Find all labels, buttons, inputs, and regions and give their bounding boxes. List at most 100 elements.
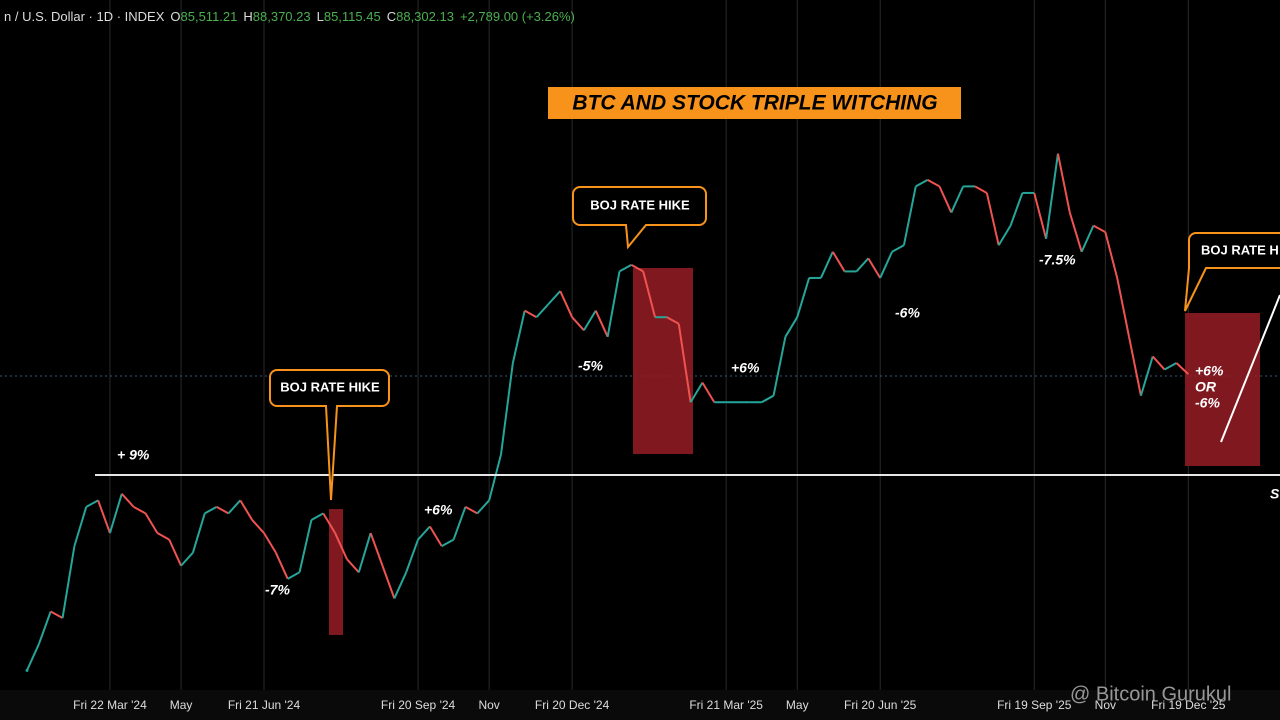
price-segment xyxy=(511,310,526,364)
price-segment xyxy=(666,316,680,325)
price-segment xyxy=(938,185,953,213)
header: n / U.S. Dollar · 1D · INDEX O85,511.21 H8… xyxy=(4,9,575,24)
price-segment xyxy=(915,178,929,188)
price-segment xyxy=(1009,192,1024,226)
price-segment xyxy=(251,519,265,534)
projection-line xyxy=(1220,294,1280,443)
symbol: n / U.S. Dollar · 1D · INDEX xyxy=(4,9,165,24)
price-segment xyxy=(701,382,716,403)
price-segment xyxy=(381,565,396,599)
price-segment xyxy=(867,257,882,279)
move-label: +6% xyxy=(424,502,453,518)
move-label: -6% xyxy=(895,305,920,321)
price-segment xyxy=(950,185,965,213)
price-segment xyxy=(571,316,585,331)
ohlc-value: 85,115.45 xyxy=(324,9,381,24)
price-segment xyxy=(464,505,478,515)
x-tick-label: Fri 22 Mar '24 xyxy=(73,698,147,712)
price-segment xyxy=(855,257,870,273)
title: BTC AND STOCK TRIPLE WITCHING xyxy=(572,92,937,115)
price-segment xyxy=(1104,231,1119,279)
ohlc-value: 88,370.23 xyxy=(253,9,311,24)
x-tick-label: Fri 19 Dec '25 xyxy=(1151,698,1226,712)
time-axis xyxy=(0,690,1280,720)
price-segment xyxy=(121,493,135,508)
price-segment xyxy=(287,571,301,580)
event-box xyxy=(633,268,693,454)
price-segment xyxy=(37,611,52,645)
price-segment xyxy=(642,271,657,318)
price-segment xyxy=(191,513,206,553)
price-segment xyxy=(559,290,574,318)
price-segment xyxy=(452,506,467,540)
outlook-label: -6% xyxy=(1195,395,1220,411)
move-label: -7.5% xyxy=(1039,252,1076,268)
price-segment xyxy=(133,505,146,515)
price-segment xyxy=(441,538,455,547)
price-segment xyxy=(298,519,313,573)
price-segment xyxy=(891,244,905,253)
time-axis-labels: Fri 22 Mar '24 May Fri 21 Jun '24 Fri 20 Se… xyxy=(73,698,1226,712)
price-segment xyxy=(1139,356,1154,396)
outlook-label: +6% xyxy=(1195,363,1224,379)
price-segment xyxy=(405,539,419,573)
price-segment xyxy=(156,532,170,541)
ohlc-key: H xyxy=(243,9,252,24)
price-segment xyxy=(274,552,289,580)
ohlc-key: C xyxy=(387,9,396,24)
price-segment xyxy=(535,303,550,318)
edge-text: S xyxy=(1270,486,1280,502)
price-segment xyxy=(334,532,348,560)
price-segment xyxy=(784,316,799,338)
price-segment xyxy=(1128,336,1142,396)
outlook-label: OR xyxy=(1195,379,1217,395)
price-segment xyxy=(73,506,88,547)
ohlc-key: L xyxy=(317,9,324,24)
x-tick-label: Fri 20 Sep '24 xyxy=(381,698,456,712)
price-segment xyxy=(204,505,218,515)
price-segment xyxy=(393,571,408,599)
price-segment xyxy=(108,493,123,534)
price-segment xyxy=(524,309,538,319)
price-segment xyxy=(26,643,40,671)
price-segment xyxy=(879,251,893,279)
price-segment xyxy=(630,264,644,273)
watermark: @ Bitcoin Gurukul xyxy=(1070,683,1231,705)
price-segment xyxy=(677,323,692,403)
price-segment xyxy=(227,499,242,515)
callout-text: BOJ RATE H xyxy=(1201,242,1279,257)
price-segment xyxy=(583,310,597,331)
price-segment xyxy=(1152,355,1166,371)
price-series xyxy=(25,153,1189,672)
price-segment xyxy=(985,192,1000,246)
x-tick-label: May xyxy=(170,698,193,712)
price-segment xyxy=(263,532,277,554)
price-segment xyxy=(429,525,443,547)
price-segment xyxy=(357,532,372,573)
x-tick-label: Nov xyxy=(478,698,499,712)
price-segment xyxy=(831,251,846,272)
price-segment xyxy=(761,394,775,404)
price-segment xyxy=(1164,362,1177,371)
price-segment xyxy=(1045,153,1059,239)
move-label: + 9% xyxy=(117,447,150,463)
x-tick-label: Fri 20 Dec '24 xyxy=(535,698,610,712)
price-segment xyxy=(689,382,704,403)
price-segment xyxy=(796,277,811,318)
price-segment xyxy=(239,499,254,521)
move-label: -7% xyxy=(265,582,290,598)
price-segment xyxy=(1056,153,1071,213)
x-tick-label: Fri 21 Mar '25 xyxy=(689,698,763,712)
price-segment xyxy=(168,539,182,567)
price-segment xyxy=(346,558,360,573)
price-segment xyxy=(216,505,229,515)
price-segment xyxy=(322,512,336,534)
price-segment xyxy=(369,532,384,567)
price-segment xyxy=(547,290,561,305)
price-segment xyxy=(1068,212,1083,253)
price-segment xyxy=(902,186,917,246)
move-label: -5% xyxy=(578,358,603,374)
callout xyxy=(572,186,707,250)
price-segment xyxy=(417,525,431,541)
